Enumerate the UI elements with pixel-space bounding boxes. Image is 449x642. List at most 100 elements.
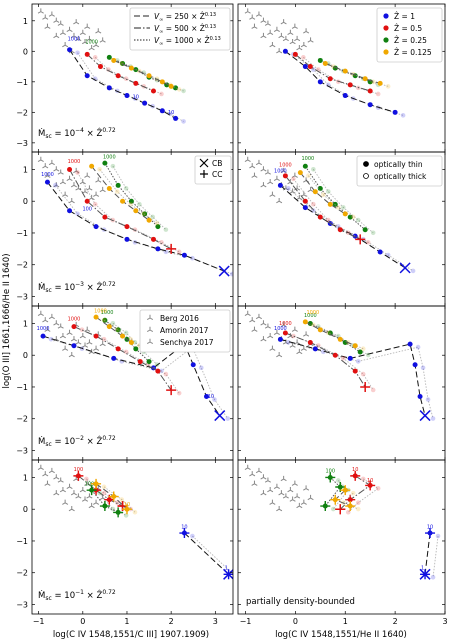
cc-marker [166,385,177,396]
data-point [93,333,99,339]
faded-point [101,484,107,490]
data-point [277,336,283,342]
faded-point [385,84,391,89]
data-point [317,57,323,63]
obs-point [70,336,78,342]
series-track-faded [103,319,140,346]
data-point [412,362,418,368]
faded-point [123,349,129,355]
obs-point [276,48,283,54]
obs-point [48,313,55,320]
faded-point [321,192,326,197]
data-point [317,327,323,333]
obs-point [251,480,258,486]
annotation-part: 0.72 [102,589,116,596]
data-point [302,64,308,70]
series-track-faded [347,478,379,513]
y-tick-label: −1 [16,229,28,238]
data-point [332,352,338,358]
data-point [168,83,174,89]
data-point [128,198,134,204]
data-point [377,80,383,86]
data-point [120,333,126,339]
obs-point [68,198,75,204]
y-tick-label: 0 [23,47,28,56]
faded-point [159,91,164,97]
obs-point [294,35,301,42]
faded-point [123,330,129,336]
data-point [106,324,112,330]
cc-marker [365,480,376,491]
obs-point [59,29,66,36]
series-track-faded [192,535,233,575]
data-point [159,79,165,85]
faded-point [345,509,351,515]
data-point [307,64,313,70]
data-point [150,88,156,94]
obs-point [267,178,274,185]
x-axis-label-left: log(C IV 1548,1551/C III] 1907.1909) [53,630,209,640]
obs-point [269,41,276,48]
faded-point [330,64,336,69]
obs-point [267,29,274,36]
obs-point [264,169,271,175]
obs-point [287,486,294,493]
legend-cb-marker [199,158,209,168]
y-tick-label: 0 [23,351,28,360]
obs-point [53,320,60,326]
faded-point [163,227,169,232]
faded-point [119,359,125,364]
data-point [292,51,298,57]
legend-metallicity-label: Ẑ = 1 [394,12,415,21]
obs-point [280,167,287,174]
cc-marker [350,470,361,481]
point-label: 1000 [306,310,319,316]
legend-optical-label: optically thick [374,172,427,181]
data-point [357,349,363,355]
annotation-part: 0.72 [102,127,116,134]
cb-marker [218,265,230,277]
data-point [417,393,423,399]
obs-point [59,178,66,185]
cc-marker [108,491,119,502]
panel-r4-right: 10 1 10 10 100 −1 0 1 2 3 partially density-bounde… [237,459,448,626]
obs-point [86,35,93,42]
y-tick-label: 1 [23,473,28,482]
faded-point [360,346,366,351]
obs-point [70,32,78,39]
obs-point [37,464,44,470]
faded-point [365,352,371,358]
point-label: 10 [208,394,214,400]
cc-marker [340,485,351,496]
point-label: 10 [124,502,130,508]
panel-frame [237,459,446,615]
data-point [342,68,348,74]
data-point [146,217,152,223]
faded-point [163,371,169,377]
obs-point [57,323,64,329]
cc-marker [420,569,431,580]
data-point [377,249,383,255]
obs-point [42,14,49,20]
data-point [317,79,323,85]
annotation-part: × Ẑ [84,589,103,601]
plot-area [244,8,406,118]
annotation-part: 0.72 [102,281,116,288]
obs-point [81,38,89,45]
data-point [71,343,77,349]
data-point [97,64,103,70]
faded-point [132,240,138,245]
faded-point [326,189,331,194]
faded-point [101,317,107,323]
obs-point [68,506,75,512]
faded-point [355,217,361,223]
legend-obs-marker [146,326,154,333]
data-point [282,173,288,179]
obs-point [42,163,49,169]
obs-point [244,464,251,470]
legend-obs-label: Berg 2016 [160,314,199,323]
y-tick-label: −2 [16,261,28,270]
point-label: 100 [326,469,336,475]
obs-point [296,348,303,355]
